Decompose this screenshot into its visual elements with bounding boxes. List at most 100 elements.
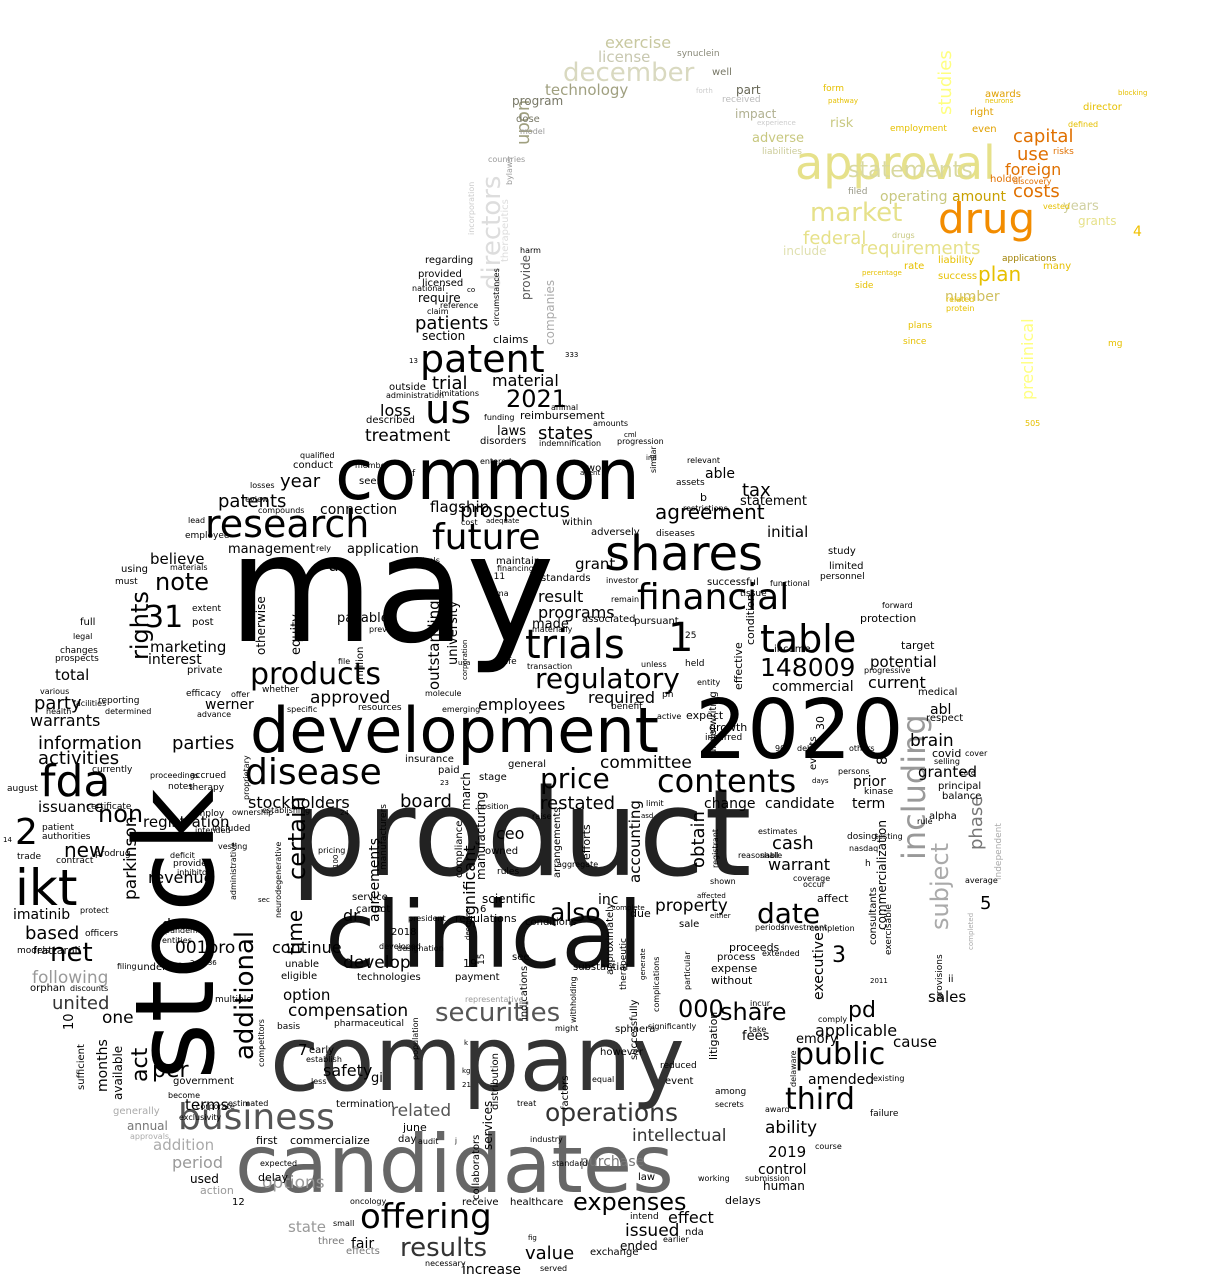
word-plans: plans	[908, 321, 933, 331]
word-well: well	[712, 67, 732, 78]
word-continue: continue	[272, 938, 342, 957]
word-intended: intended	[195, 826, 231, 835]
word-licensed: licensed	[422, 278, 464, 289]
word-activities: activities	[38, 748, 120, 769]
word-expect: expect	[686, 709, 724, 722]
word-statements: statements	[848, 158, 973, 183]
word-significantly: significantly	[648, 1022, 697, 1031]
word-equity: equity	[289, 614, 304, 655]
word-materials: materials	[170, 563, 208, 572]
word-conduct: conduct	[293, 460, 334, 471]
word-life: life	[503, 657, 517, 667]
word-compliance: compliance	[454, 820, 465, 878]
word-marketing: marketing	[150, 638, 227, 656]
word-third: third	[785, 1082, 855, 1117]
word-restated: restated	[540, 793, 616, 814]
word-ind: ind	[646, 454, 657, 462]
word-others: others	[849, 744, 875, 753]
word-completion: completion	[810, 924, 855, 933]
word-24: 24	[340, 809, 349, 817]
word-required: required	[588, 688, 656, 707]
word-occur: occur	[803, 880, 826, 889]
word-target: target	[901, 639, 935, 652]
word-amount: amount	[952, 189, 1007, 205]
word-collaborators: collaborators	[471, 1134, 482, 1200]
word-k: k	[464, 1039, 469, 1047]
word-note: note	[155, 568, 210, 596]
word-condition: condition	[744, 594, 757, 645]
word-earlier: earlier	[663, 1235, 689, 1244]
word-pursuant: pursuant	[634, 616, 679, 627]
word-one: one	[102, 1008, 134, 1028]
word-9-11: 9 11	[485, 572, 506, 582]
word-estimated: estimated	[228, 1099, 269, 1108]
word-shown: shown	[710, 877, 736, 886]
word-circumstances: circumstances	[492, 268, 501, 326]
word-pricing: pricing	[318, 846, 346, 855]
word-healthcare: healthcare	[510, 1197, 564, 1208]
word-otherwise: otherwise	[254, 596, 268, 655]
word-relevant: relevant	[687, 456, 721, 465]
word-reduced: reduced	[660, 1061, 697, 1071]
word-laws: laws	[497, 424, 526, 439]
word-contract: contract	[56, 856, 94, 866]
word-decrease: decrease	[464, 908, 472, 940]
word-12: 12	[232, 1197, 245, 1208]
word-assets: assets	[676, 478, 705, 488]
word-intend: intend	[630, 1212, 659, 1222]
word-31: 31	[145, 600, 184, 635]
word-even: even	[972, 124, 997, 135]
word-population: population	[411, 1017, 420, 1060]
word-federal: federal	[803, 228, 867, 249]
word-efforts: efforts	[580, 824, 593, 860]
word-flagship: flagship	[430, 498, 490, 516]
word-trade: trade	[17, 852, 41, 862]
word-impact: impact	[735, 107, 777, 121]
word-alpha: alpha	[929, 811, 957, 822]
word-filing: filing	[117, 962, 137, 971]
word-public: public	[795, 1037, 886, 1072]
word-prior: prior	[853, 774, 886, 790]
word-basis: basis	[277, 1022, 301, 1032]
word-human: human	[763, 1179, 805, 1193]
word-since: since	[903, 337, 927, 347]
word-amounts: amounts	[593, 419, 629, 428]
word-synuclein: synuclein	[677, 49, 720, 59]
word-party: party	[34, 693, 82, 714]
word-issuance: issuance	[38, 798, 104, 816]
word-market: market	[810, 198, 903, 228]
word-patients: patients	[415, 313, 489, 334]
word-regulations: regulations	[455, 912, 517, 925]
word-cash: cash	[772, 833, 814, 854]
word-material: material	[492, 371, 559, 390]
word-trial: trial	[432, 373, 468, 394]
word-u: u	[328, 556, 339, 576]
word-funding: funding	[484, 413, 515, 422]
word-granted: granted	[918, 763, 978, 781]
word-number: number	[945, 289, 1000, 305]
word-rules: rules	[497, 867, 520, 877]
word-foreign: foreign	[1005, 160, 1062, 179]
word-increase: increase	[462, 1262, 522, 1278]
word-warrant: warrant	[768, 855, 830, 874]
word-cause: cause	[893, 1033, 937, 1051]
word-income: income	[774, 644, 811, 655]
word-june: june	[403, 1121, 427, 1134]
word-net: net	[50, 938, 93, 968]
word-prospects: prospects	[55, 654, 99, 664]
word-001pro: 001pro	[175, 938, 236, 958]
word-asd: asd	[641, 812, 654, 820]
word-options: options	[262, 1173, 325, 1193]
word-particular: particular	[683, 951, 692, 990]
word-legal: legal	[73, 632, 93, 641]
word-therapeutic: therapeutic	[619, 938, 629, 990]
word-tissue: tissue	[740, 589, 767, 599]
word-6: 6	[480, 904, 487, 915]
word-establish: establish	[306, 1055, 342, 1064]
word-personnel: personnel	[820, 572, 865, 582]
word-side: side	[855, 281, 874, 291]
word-law: law	[638, 1172, 656, 1183]
word-cml: cml	[624, 431, 637, 439]
word-board: board	[400, 791, 452, 812]
word-agreement: agreement	[655, 500, 765, 524]
